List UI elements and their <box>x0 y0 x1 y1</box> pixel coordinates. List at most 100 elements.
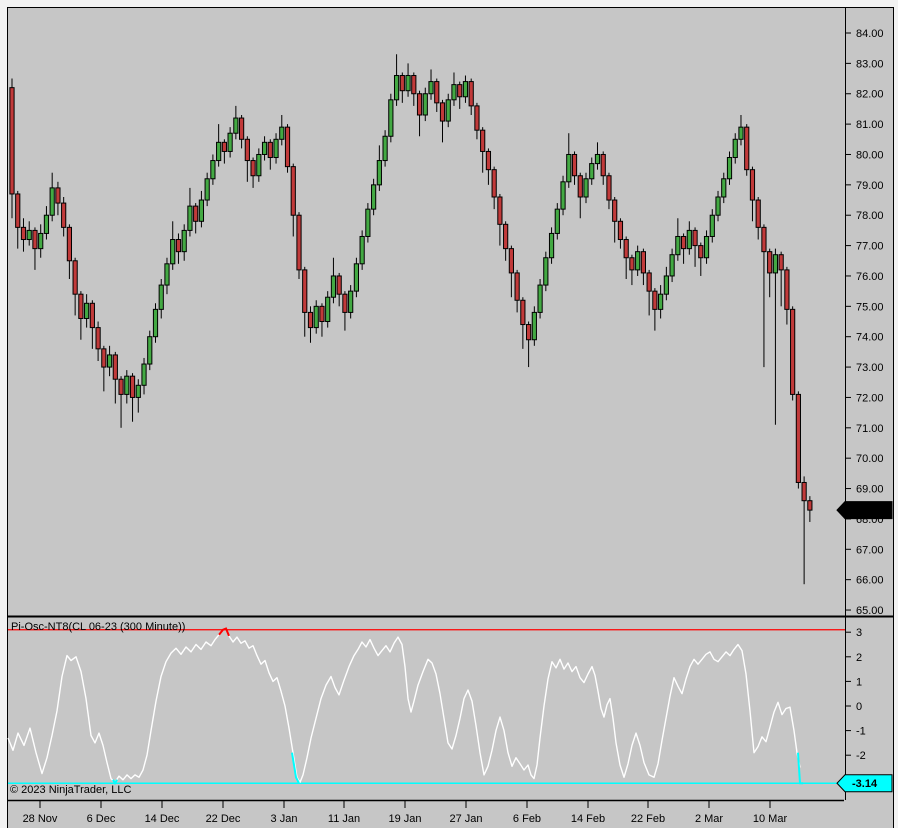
candle-down <box>491 169 497 198</box>
candle-down <box>9 87 15 195</box>
candle-down <box>761 226 767 253</box>
candle-down <box>514 272 520 301</box>
candle-up <box>325 296 331 323</box>
candle-up <box>330 275 337 298</box>
candle-up <box>462 81 469 98</box>
candle-down <box>32 229 38 250</box>
candle-up <box>273 138 279 159</box>
candle-up <box>703 235 710 259</box>
candle-down <box>503 223 509 250</box>
price-tick-label: 71.00 <box>856 423 884 435</box>
candle-up <box>405 75 411 92</box>
candle-down <box>250 160 256 177</box>
candle-down <box>623 239 629 259</box>
candle-up <box>726 157 733 180</box>
candle-down <box>95 327 101 350</box>
candle-down <box>399 75 405 92</box>
candle-up <box>106 354 113 368</box>
candle-down <box>485 150 492 171</box>
candle-down <box>416 93 423 116</box>
price-tick-label: 67.00 <box>856 544 884 556</box>
candle-up <box>124 375 130 395</box>
candle-up <box>170 239 176 265</box>
candle-down <box>606 175 612 201</box>
candle-down <box>767 251 773 274</box>
candle-down <box>72 260 78 295</box>
candle-down <box>319 305 325 323</box>
price-axis[interactable]: 84.00 83.00 82.00 81.00 80.00 79.00 78.00 77.00… <box>845 28 884 617</box>
candle-up <box>164 263 170 286</box>
candle-up <box>187 205 193 231</box>
candle-up <box>594 153 601 165</box>
candle-down <box>61 202 67 228</box>
price-tick-label: 73.00 <box>856 362 884 374</box>
time-axis[interactable]: 28 Nov 6 Dec 14 Dec 22 Dec 3 Jan 11 Jan 19 Jan… <box>23 801 788 825</box>
time-tick-label: 14 Feb <box>571 813 605 825</box>
candle-down <box>307 311 314 329</box>
candle-up <box>49 187 55 216</box>
candle-up <box>393 75 400 101</box>
candle-up <box>537 284 543 313</box>
candle-up <box>738 126 744 140</box>
candle-down <box>508 248 514 274</box>
candle-down <box>790 308 796 395</box>
candle-down <box>284 126 291 168</box>
price-panel[interactable] <box>9 54 813 585</box>
candle-up <box>663 275 669 295</box>
candle-up <box>141 363 147 386</box>
candle-down <box>112 354 118 380</box>
oscillator-axis[interactable]: 3 2 1 0 -1 -2 <box>845 627 866 762</box>
candle-down <box>612 199 618 222</box>
candle-down <box>101 348 107 368</box>
candle-up <box>256 153 262 177</box>
candle-down <box>577 175 583 198</box>
osc-tick-label: 3 <box>856 627 862 639</box>
candle-up <box>589 163 595 180</box>
candle-up <box>715 196 721 216</box>
oscillator-signal-segment <box>218 627 230 637</box>
time-tick-label: 10 Mar <box>753 813 788 825</box>
candle-up <box>732 138 738 159</box>
oscillator-line <box>7 627 801 783</box>
oscillator-value-marker-label: -3.14 <box>852 778 878 790</box>
oscillator-panel[interactable] <box>7 627 845 786</box>
time-tick-label: 6 Dec <box>87 813 116 825</box>
candle-down <box>680 235 687 250</box>
candle-down <box>640 251 646 274</box>
candle-down <box>239 117 245 140</box>
candle-down <box>411 75 417 95</box>
candle-down <box>801 481 807 502</box>
candle-up <box>158 284 164 310</box>
candle-up <box>227 132 233 152</box>
price-tick-label: 70.00 <box>856 453 884 465</box>
price-tick-label: 65.00 <box>856 605 884 617</box>
oscillator-signal-segment <box>112 779 118 786</box>
candle-down <box>468 81 474 107</box>
price-tick-label: 79.00 <box>856 180 884 192</box>
price-tick-label: 78.00 <box>856 210 884 222</box>
candle-down <box>15 193 21 228</box>
candle-down <box>244 138 250 162</box>
candle-up <box>216 141 222 162</box>
candle-up <box>382 135 388 162</box>
candle-up <box>422 93 428 116</box>
candle-down <box>129 375 136 398</box>
candle-up <box>353 263 359 292</box>
candle-down <box>296 214 302 271</box>
candle-down <box>55 187 61 204</box>
candle-down <box>439 102 446 122</box>
candle-down <box>175 239 182 253</box>
candle-down <box>78 293 84 319</box>
candle-down <box>807 500 813 511</box>
candle-up <box>152 308 159 338</box>
oscillator-signal-segment <box>291 752 300 784</box>
candle-up <box>772 254 779 274</box>
candle-up <box>709 214 715 237</box>
candle-down <box>571 153 578 177</box>
time-tick-label: 19 Jan <box>388 813 421 825</box>
candle-up <box>371 184 377 210</box>
candle-down <box>497 196 503 225</box>
candle-down <box>342 293 348 313</box>
